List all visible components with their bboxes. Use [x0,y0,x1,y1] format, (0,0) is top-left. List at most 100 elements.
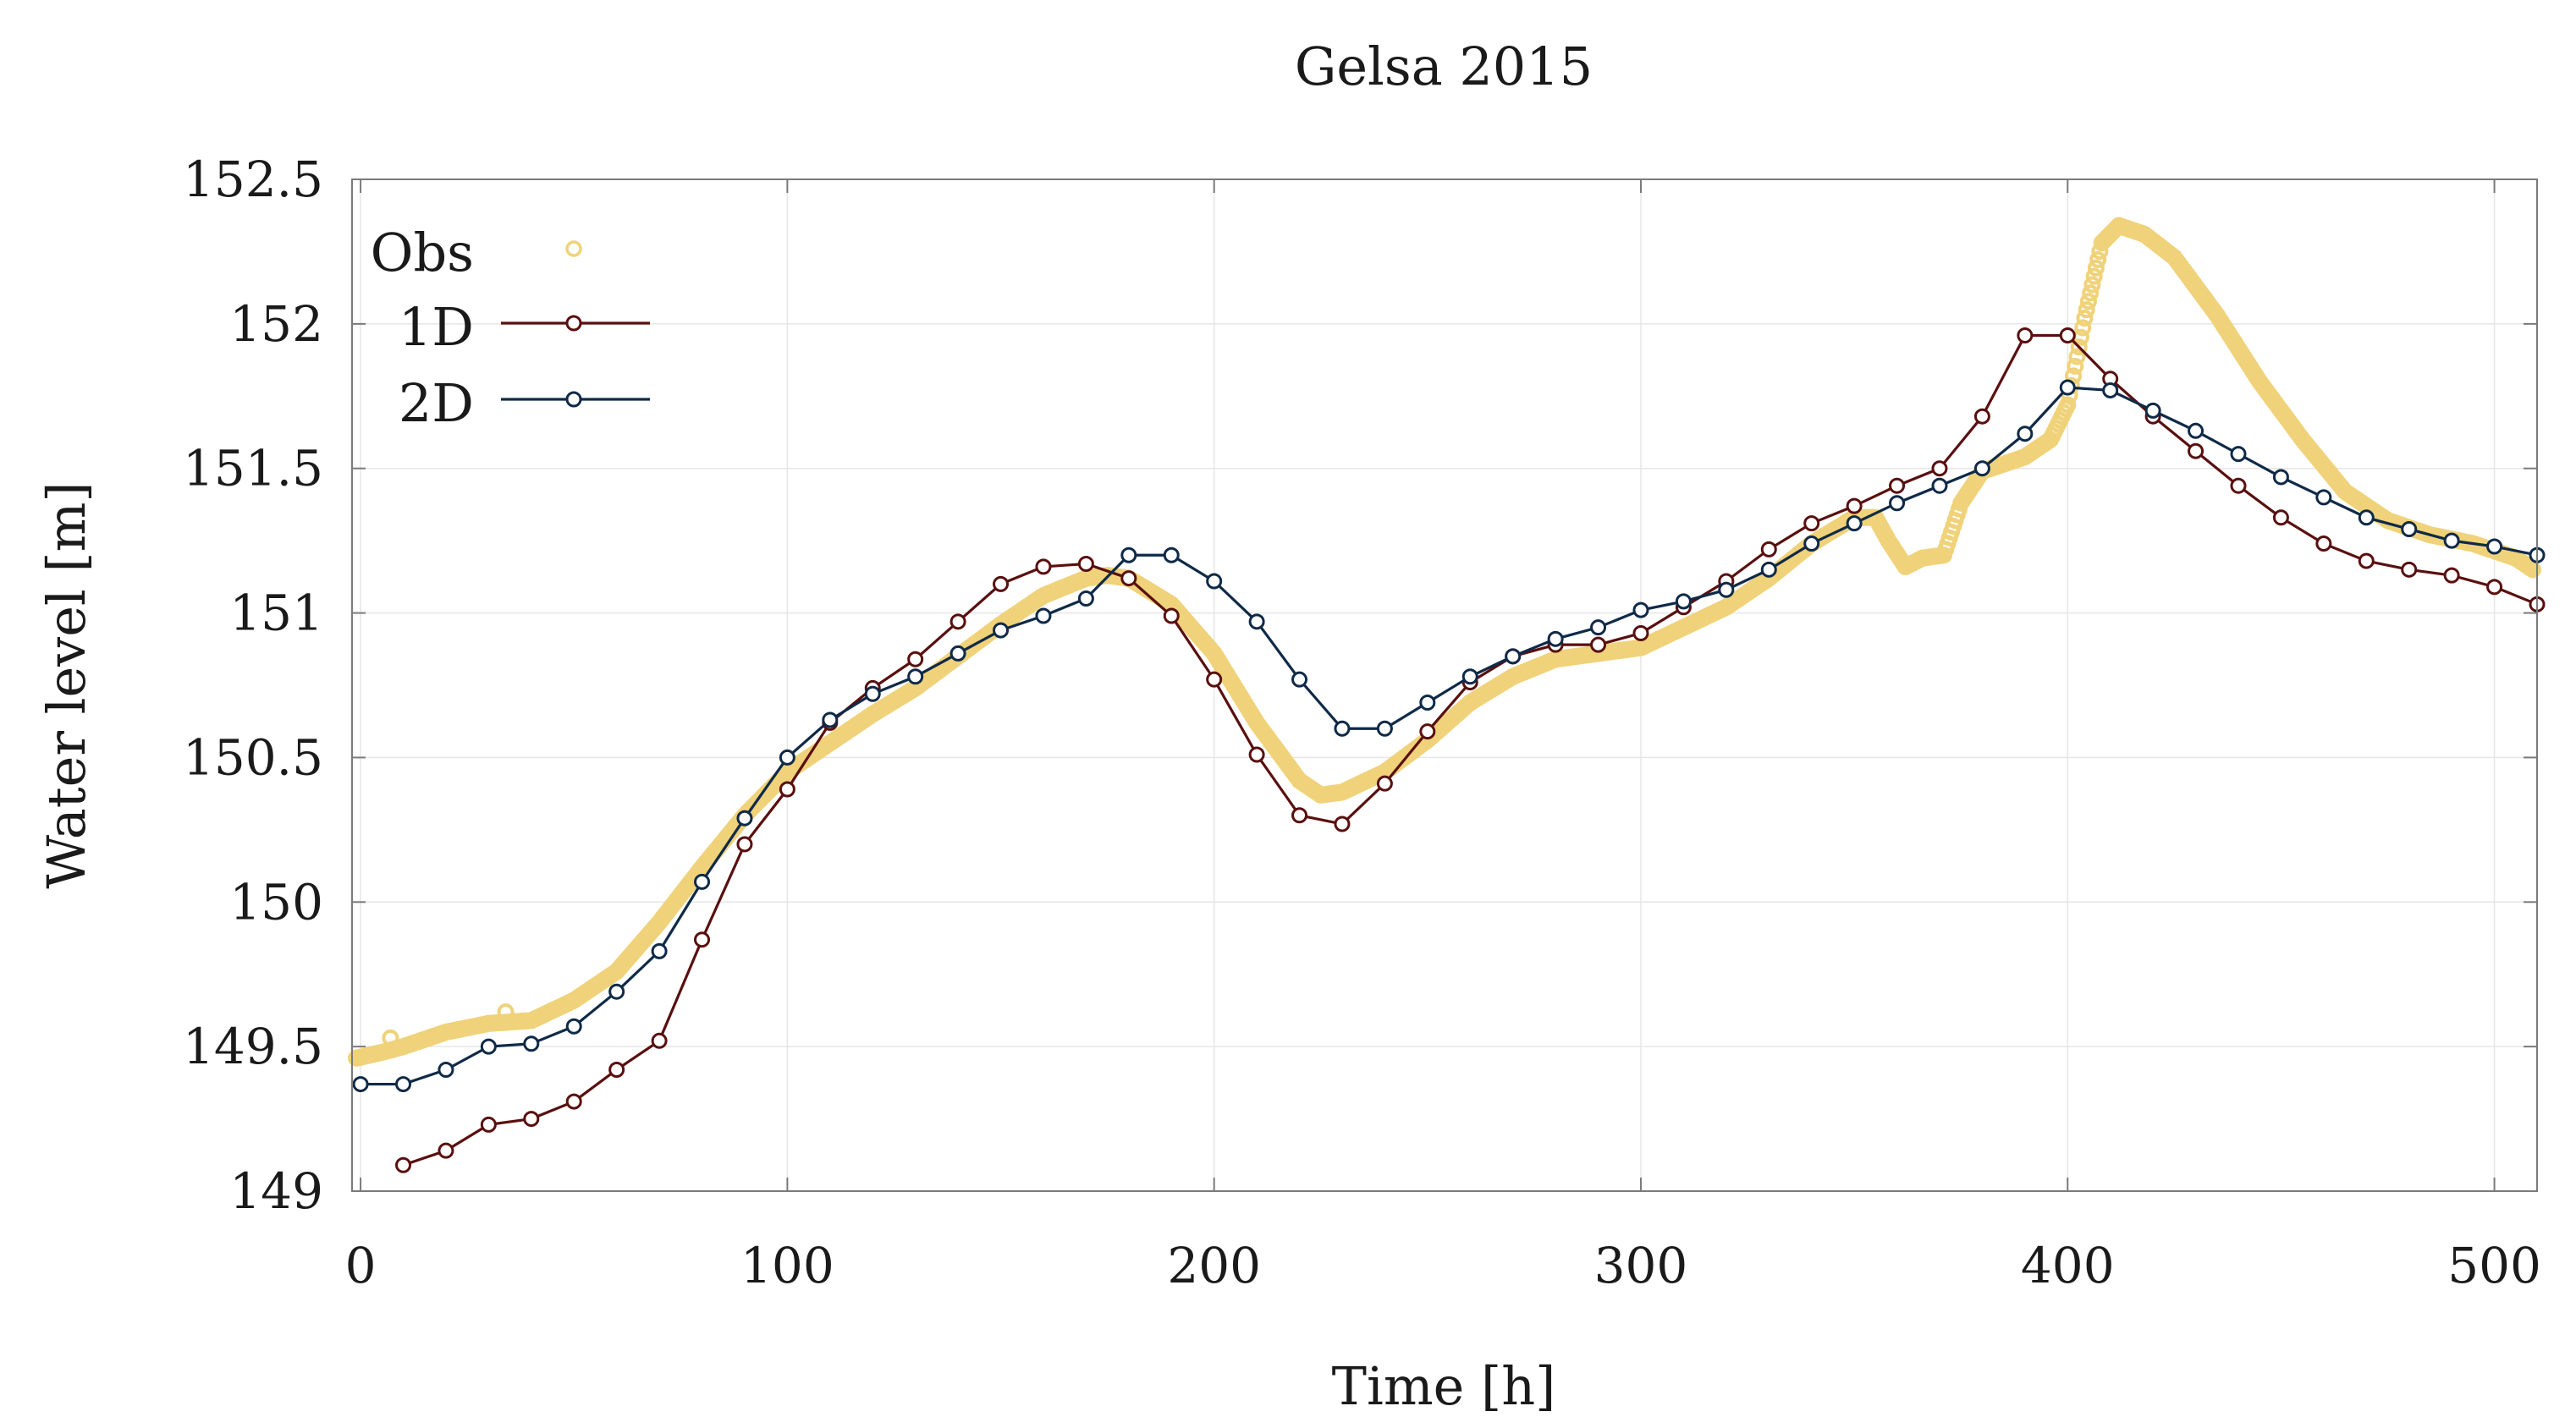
obs-point [2070,338,2088,356]
series-point-1d [736,836,753,853]
series-point-2d [565,1018,582,1035]
y-tick-label: 150 [229,873,323,931]
grid-lines [352,179,2537,1191]
legend-marker-1d [565,315,582,332]
series-point-2d [438,1061,454,1078]
series-point-2d [2059,379,2076,396]
series-point-1d [651,1032,668,1049]
series-point-2d [2017,426,2034,442]
series-point-2d [1931,477,1948,494]
series-point-2d [2358,509,2375,526]
series-point-1d [2188,442,2204,459]
x-tick-labels: 0 100 200 300 400 500 [345,1237,2541,1294]
y-tick-label: 151.5 [183,440,323,497]
series-point-1d [1973,408,1990,425]
x-tick-label: 100 [740,1237,834,1294]
series-point-2d [1846,515,1863,532]
series-point-2d [1334,720,1351,737]
legend-marker-obs [565,240,582,257]
obs-point [2524,561,2541,579]
plot-frame [351,178,2538,1192]
y-tick-labels: 149 149.5 150 150.5 151 151.5 152 152.5 [183,151,323,1220]
series-point-1d [395,1156,412,1173]
series-point-2d [1120,546,1137,563]
series-point-2d [1461,668,1478,685]
series-point-2d [2102,382,2119,398]
x-tick-label: 400 [2021,1237,2115,1294]
series-point-1d [2486,579,2503,596]
series-point-2d [1675,593,1692,610]
series-point-1d [1206,671,1223,688]
series-point-1d [2358,552,2375,569]
obs-point [2078,301,2095,319]
series-point-1d [1846,497,1863,514]
series-point-1d [2272,509,2289,526]
obs-point [2089,250,2107,268]
series-point-2d [1505,648,1522,665]
series-point-2d [352,1076,369,1093]
series-point-2d [822,711,839,728]
series-point-2d [1718,581,1735,598]
series-point-2d [1206,573,1223,590]
model-series [352,327,2546,1173]
series-point-1d [694,931,711,948]
series-point-2d [523,1035,540,1052]
series-point-2d [2486,538,2503,555]
series-point-1d [1248,746,1265,763]
series-point-1d [1163,607,1180,624]
series-point-1d [1632,624,1649,641]
legend-label-obs: Obs [371,222,474,283]
series-point-2d [1590,619,1607,636]
legend-label-2d: 2D [399,372,474,434]
series-point-1d [1120,570,1137,587]
series-point-1d [2017,327,2034,344]
obs-point [2067,357,2084,375]
obs-point [2076,310,2094,327]
series-point-1d [993,575,1010,592]
y-tick-label: 151 [229,585,323,642]
series-point-2d [395,1076,412,1093]
series-point-1d [1590,636,1607,653]
series-point-2d [949,645,966,662]
series-point-2d [1803,536,1820,552]
series-point-2d [779,749,795,766]
series-point-2d [1889,495,1906,512]
series-point-1d [1760,541,1777,557]
series-point-1d [480,1116,497,1133]
y-tick-label: 149 [229,1162,323,1220]
series-point-1d [779,781,795,798]
obs-point [2059,396,2077,414]
series-point-1d [1419,723,1436,740]
series-point-2d [1163,546,1180,563]
legend-label-1d: 1D [399,296,474,358]
obs-point [2068,348,2086,365]
series-point-2d [2443,532,2460,549]
series-line-2d [361,386,2538,1086]
series-point-2d [1248,613,1265,630]
series-point-2d [2272,469,2289,486]
series-point-2d [1419,695,1436,711]
series-point-2d [2188,422,2204,439]
series-point-2d [1632,601,1649,618]
x-tick-label: 300 [1594,1237,1688,1294]
series-point-2d [2315,489,2332,506]
series-point-2d [736,810,753,827]
x-axis-label: Time [h] [1332,1355,1556,1417]
obs-point [2079,293,2097,310]
y-tick-label: 152.5 [183,151,323,208]
series-point-1d [438,1142,454,1159]
series-point-1d [2315,536,2332,552]
series-point-2d [651,942,668,959]
series-point-2d [1973,460,1990,477]
series-point-1d [1334,816,1351,832]
series-point-2d [1077,590,1094,607]
series-point-2d [480,1038,497,1055]
series-point-1d [1931,460,1948,477]
series-point-2d [2144,402,2161,419]
obs-point [2085,267,2103,285]
series-point-2d [993,622,1010,639]
series-point-2d [2230,446,2247,463]
series-point-1d [1291,807,1308,824]
series-point-1d [1077,555,1094,572]
